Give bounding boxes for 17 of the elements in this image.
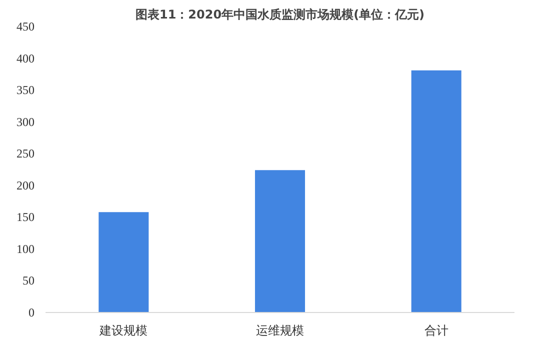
x-tick-label: 运维规模 bbox=[256, 324, 304, 338]
y-tick-label: 400 bbox=[16, 51, 34, 66]
x-tick-label: 合计 bbox=[424, 324, 448, 338]
y-tick-label: 300 bbox=[16, 114, 34, 129]
bar bbox=[254, 170, 306, 312]
y-tick-label: 200 bbox=[16, 178, 34, 192]
bar bbox=[98, 212, 149, 312]
x-tick-label: 建设规模 bbox=[98, 324, 148, 338]
bar bbox=[411, 70, 462, 312]
y-tick-label: 50 bbox=[22, 274, 34, 288]
y-tick-label: 450 bbox=[16, 20, 34, 34]
y-tick-label: 350 bbox=[16, 83, 34, 98]
y-tick-label: 100 bbox=[16, 242, 34, 256]
y-tick-label: 150 bbox=[16, 210, 34, 224]
y-tick-label: 250 bbox=[16, 146, 34, 161]
chart-title: 图表11：2020年中国水质监测市场规模(单位：亿元) bbox=[135, 8, 425, 22]
y-tick-label: 0 bbox=[28, 306, 34, 320]
